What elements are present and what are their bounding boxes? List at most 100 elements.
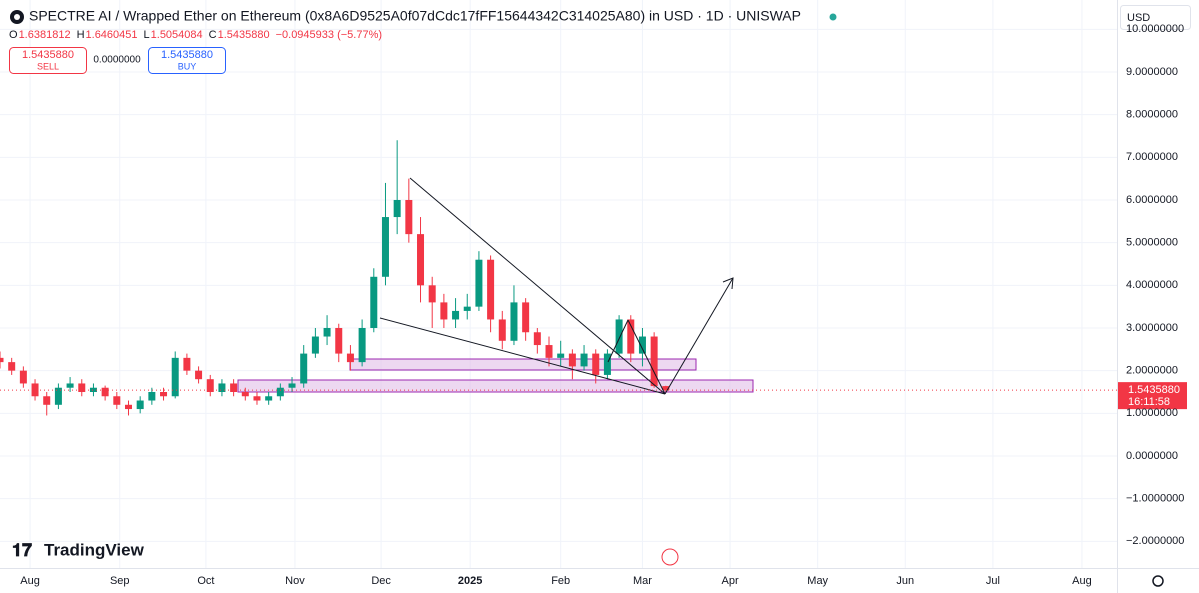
trend-line — [627, 319, 666, 395]
candle-body — [510, 302, 518, 341]
brand: TradingView — [44, 540, 145, 559]
countdown: 16:11:58 — [1128, 396, 1170, 408]
y-tick-label: 10.0000000 — [1126, 23, 1184, 35]
candle-body — [545, 345, 553, 358]
y-tick-label: 4.0000000 — [1126, 279, 1178, 291]
candle-body — [475, 259, 483, 307]
sell-label: SELL — [37, 61, 59, 71]
symbol-icon-inner — [14, 14, 20, 20]
candle-body — [101, 387, 109, 397]
trend-line — [409, 177, 666, 395]
ohlc-value: 1.6460451 — [86, 29, 138, 41]
candle-body — [0, 357, 4, 363]
candle-body — [206, 379, 214, 392]
status-dot — [829, 13, 837, 21]
candle-body — [487, 259, 495, 320]
x-tick-label: Mar — [633, 575, 652, 587]
ohlc-legend: O 1.6381812 H 1.6460451 L 1.5054084 C 1.5435880… — [9, 29, 382, 41]
ohlc-value: 1.6381812 — [19, 29, 71, 41]
y-tick-label: 9.0000000 — [1126, 66, 1178, 78]
candle-body — [218, 383, 226, 392]
candle-body — [265, 396, 273, 401]
candle-body — [8, 362, 16, 371]
candle-body — [300, 353, 308, 384]
candle-body — [452, 310, 460, 320]
last-price-label: 1.5435880 — [1128, 384, 1180, 396]
candle-body — [171, 357, 179, 397]
candle-body — [19, 370, 27, 384]
grid — [0, 0, 1117, 568]
candle-body — [89, 387, 97, 392]
settings-icon[interactable] — [1152, 575, 1164, 587]
x-tick-label: Feb — [551, 575, 570, 587]
candle-body — [288, 383, 296, 388]
y-tick-label: 8.0000000 — [1126, 109, 1178, 121]
candles — [0, 140, 670, 416]
candle-body — [358, 327, 366, 363]
zone-rectangle — [349, 358, 697, 371]
arrow-line — [664, 277, 734, 395]
candle-body — [113, 396, 121, 405]
candle-body — [650, 336, 658, 387]
currency: USD — [1127, 12, 1150, 24]
candle-body — [136, 400, 144, 410]
candle-body — [346, 353, 354, 363]
candle-body — [522, 302, 530, 333]
candle-body — [276, 387, 284, 397]
trend-drawings — [379, 177, 734, 395]
candle-body — [417, 234, 425, 286]
candle-body — [568, 353, 576, 367]
arrow-head — [722, 277, 734, 290]
last-price-box — [1118, 382, 1187, 410]
x-tick-label: Apr — [722, 575, 739, 587]
candle-body — [66, 383, 74, 388]
sell-button[interactable] — [9, 47, 87, 74]
x-tick-label: May — [807, 575, 828, 587]
candle-body — [183, 357, 191, 371]
candle-body — [405, 199, 413, 235]
candle-body — [253, 396, 261, 401]
ohlc-value: 1.5054084 — [151, 29, 203, 41]
ohlc-key: C — [209, 29, 217, 41]
symbol-title: SPECTRE AI / Wrapped Ether on Ethereum (… — [29, 8, 801, 24]
ohlc-key: O — [9, 29, 18, 41]
candle-body — [230, 383, 238, 392]
ohlc-key: L — [144, 29, 150, 41]
candle-body — [440, 302, 448, 320]
currency-select[interactable] — [1120, 5, 1191, 30]
y-tick-label: 0.0000000 — [1126, 450, 1178, 462]
buy-button[interactable] — [148, 47, 226, 74]
y-tick-label: −2.0000000 — [1126, 535, 1184, 547]
candle-body — [54, 387, 62, 405]
x-tick-label: Dec — [371, 575, 391, 587]
sell-price: 1.5435880 — [22, 49, 74, 61]
candle-body — [533, 332, 541, 346]
buy-price: 1.5435880 — [161, 49, 213, 61]
candle-body — [463, 306, 471, 311]
zone-rectangle — [237, 379, 754, 393]
candle-body — [31, 383, 39, 397]
y-tick-label: −1.0000000 — [1126, 493, 1184, 505]
candle-body — [393, 199, 401, 218]
y-tick-label: 5.0000000 — [1126, 237, 1178, 249]
brand-mark: 𝟏𝟕 — [12, 540, 32, 560]
y-tick-label: 2.0000000 — [1126, 365, 1178, 377]
x-tick-label: Oct — [197, 575, 214, 587]
flag-icon — [661, 548, 679, 566]
candle-body — [557, 353, 565, 358]
x-tick-label: Aug — [20, 575, 40, 587]
spread: 0.0000000 — [93, 55, 141, 66]
candle-body — [627, 319, 635, 354]
candle-body — [370, 276, 378, 328]
x-tick-label: Nov — [285, 575, 305, 587]
candle-body — [195, 370, 203, 380]
candle-body — [43, 396, 51, 405]
candle-body — [592, 353, 600, 375]
x-tick-label: 2025 — [458, 575, 482, 587]
candle-body — [615, 319, 623, 354]
x-tick-label: Sep — [110, 575, 130, 587]
candle-body — [662, 386, 670, 391]
y-tick-label: 7.0000000 — [1126, 151, 1178, 163]
candle-body — [428, 285, 436, 303]
